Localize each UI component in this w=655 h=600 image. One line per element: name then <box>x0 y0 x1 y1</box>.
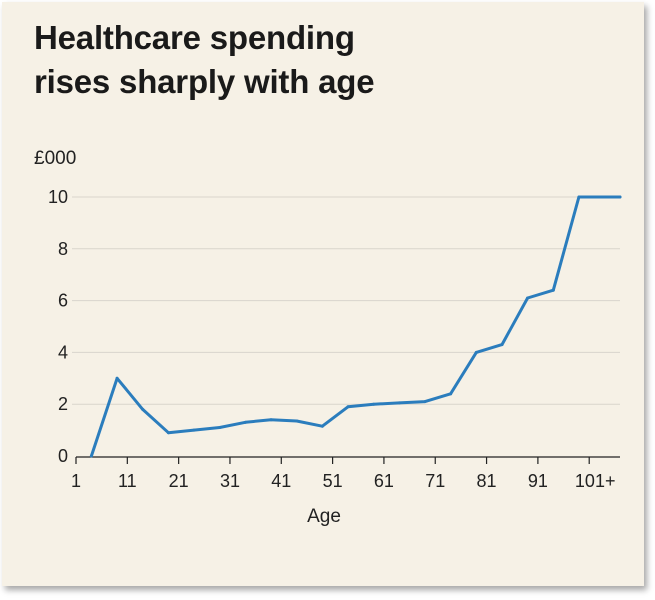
x-tick-label-4: 31 <box>220 471 240 491</box>
data-point-15 <box>449 392 453 396</box>
data-point-4 <box>166 431 170 435</box>
data-point-22 <box>618 195 622 199</box>
y-tick-label-10: 10 <box>48 187 68 207</box>
data-point-10 <box>320 424 324 428</box>
data-point-2 <box>115 376 119 380</box>
x-tick-label-7: 61 <box>374 471 394 491</box>
x-tick-label-9: 81 <box>477 471 497 491</box>
data-point-11 <box>346 405 350 409</box>
data-point-14 <box>423 400 427 404</box>
y-tick-label-8: 8 <box>58 239 68 259</box>
data-point-6 <box>218 426 222 430</box>
y-tick-label-6: 6 <box>58 291 68 311</box>
data-point-16 <box>474 350 478 354</box>
x-tick-label-2: 11 <box>118 471 137 491</box>
data-point-17 <box>500 343 504 347</box>
series-points <box>89 195 622 458</box>
chart-title-line1: Healthcare spending <box>34 19 355 56</box>
x-axis-label: Age <box>307 506 341 527</box>
data-point-21 <box>603 195 607 199</box>
data-point-20 <box>577 195 581 199</box>
x-tick-label-10: 91 <box>528 471 548 491</box>
grid-lines <box>72 196 620 405</box>
x-tick-label-11: 101+ <box>575 471 616 491</box>
data-point-8 <box>269 418 273 422</box>
data-point-7 <box>243 420 247 424</box>
data-point-19 <box>551 288 555 292</box>
x-tick-label-1: 1 <box>71 471 81 491</box>
x-tick-label-5: 41 <box>271 471 291 491</box>
data-point-1 <box>89 454 93 458</box>
y-unit-label: £000 <box>34 148 76 169</box>
data-point-13 <box>397 401 401 405</box>
x-tick-label-8: 71 <box>425 471 445 491</box>
chart-title: Healthcare spending rises sharply with a… <box>34 16 375 104</box>
chart-title-line2: rises sharply with age <box>34 63 375 100</box>
data-point-18 <box>526 296 530 300</box>
data-point-9 <box>295 419 299 423</box>
x-tick-labels: 1 11 21 31 41 51 61 71 81 91 101+ <box>71 471 615 491</box>
x-axis <box>75 456 620 464</box>
y-tick-label-4: 4 <box>58 342 68 362</box>
y-tick-label-0: 0 <box>58 446 68 466</box>
data-point-3 <box>141 407 145 411</box>
x-tick-label-3: 21 <box>169 471 189 491</box>
x-tick-label-6: 51 <box>323 471 343 491</box>
y-tick-labels: 0 2 4 6 8 10 <box>48 187 68 466</box>
y-tick-label-2: 2 <box>58 394 68 414</box>
data-point-5 <box>192 428 196 432</box>
data-point-12 <box>372 402 376 406</box>
series-line <box>89 195 622 458</box>
